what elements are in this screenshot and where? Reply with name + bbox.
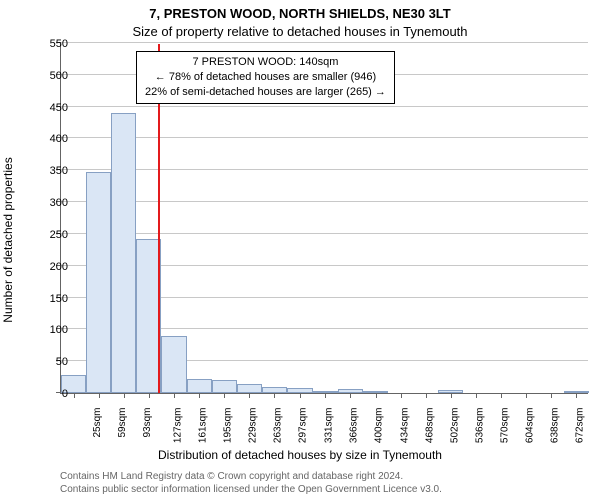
x-tick-mark <box>576 393 577 398</box>
x-tick-label: 25sqm <box>92 408 103 438</box>
gridline-h <box>61 233 588 234</box>
y-tick-label: 150 <box>38 293 68 305</box>
annotation-line1: 7 PRESTON WOOD: 140sqm <box>145 55 386 70</box>
x-tick-mark <box>224 393 225 398</box>
y-tick-label: 50 <box>38 356 68 368</box>
gridline-h <box>61 42 588 43</box>
x-tick-mark <box>476 393 477 398</box>
y-tick-label: 400 <box>38 133 68 145</box>
histogram-bar <box>212 380 237 393</box>
histogram-bar <box>187 379 212 393</box>
x-tick-mark <box>174 393 175 398</box>
histogram-bar <box>86 172 111 393</box>
gridline-h <box>61 201 588 202</box>
x-tick-label: 468sqm <box>424 408 435 444</box>
y-tick-label: 200 <box>38 261 68 273</box>
y-tick-label: 300 <box>38 197 68 209</box>
y-tick-label: 0 <box>38 388 68 400</box>
x-tick-label: 195sqm <box>223 408 234 444</box>
gridline-h <box>61 169 588 170</box>
x-tick-mark <box>300 393 301 398</box>
x-tick-label: 59sqm <box>117 408 128 438</box>
attribution-line1: Contains HM Land Registry data © Crown c… <box>60 470 442 483</box>
x-tick-label: 502sqm <box>449 408 460 444</box>
chart-title-address: 7, PRESTON WOOD, NORTH SHIELDS, NE30 3LT <box>0 6 600 21</box>
x-tick-mark <box>74 393 75 398</box>
x-tick-label: 93sqm <box>142 408 153 438</box>
x-tick-label: 127sqm <box>172 408 183 444</box>
x-tick-mark <box>350 393 351 398</box>
x-tick-label: 570sqm <box>500 408 511 444</box>
x-tick-mark <box>249 393 250 398</box>
x-tick-label: 604sqm <box>525 408 536 444</box>
x-tick-label: 297sqm <box>298 408 309 444</box>
gridline-h <box>61 137 588 138</box>
gridline-h <box>61 106 588 107</box>
y-tick-label: 500 <box>38 70 68 82</box>
x-tick-mark <box>526 393 527 398</box>
attribution-line2: Contains public sector information licen… <box>60 483 442 496</box>
y-tick-label: 350 <box>38 165 68 177</box>
attribution-text: Contains HM Land Registry data © Crown c… <box>60 470 442 496</box>
x-tick-mark <box>426 393 427 398</box>
x-tick-mark <box>401 393 402 398</box>
x-tick-mark <box>551 393 552 398</box>
x-tick-mark <box>99 393 100 398</box>
x-tick-label: 263sqm <box>273 408 284 444</box>
x-tick-label: 331sqm <box>323 408 334 444</box>
x-tick-label: 366sqm <box>349 408 360 444</box>
y-tick-label: 550 <box>38 38 68 50</box>
annotation-box: 7 PRESTON WOOD: 140sqm← 78% of detached … <box>136 51 395 104</box>
x-tick-label: 161sqm <box>198 408 209 444</box>
annotation-line3: 22% of semi-detached houses are larger (… <box>145 85 386 100</box>
histogram-bar <box>161 336 186 393</box>
x-tick-mark <box>199 393 200 398</box>
x-tick-mark <box>325 393 326 398</box>
x-tick-label: 536sqm <box>474 408 485 444</box>
x-tick-label: 434sqm <box>399 408 410 444</box>
histogram-plot-area: 7 PRESTON WOOD: 140sqm← 78% of detached … <box>60 44 588 394</box>
x-tick-label: 672sqm <box>575 408 586 444</box>
y-tick-label: 100 <box>38 324 68 336</box>
x-axis-label: Distribution of detached houses by size … <box>0 448 600 462</box>
x-tick-mark <box>501 393 502 398</box>
x-tick-mark <box>376 393 377 398</box>
x-tick-mark <box>451 393 452 398</box>
x-tick-label: 638sqm <box>550 408 561 444</box>
y-tick-label: 250 <box>38 229 68 241</box>
y-tick-label: 450 <box>38 102 68 114</box>
x-tick-mark <box>149 393 150 398</box>
histogram-bar <box>111 113 136 393</box>
x-tick-label: 400sqm <box>374 408 385 444</box>
histogram-bar <box>237 384 262 393</box>
annotation-line2: ← 78% of detached houses are smaller (94… <box>145 70 386 85</box>
x-tick-mark <box>124 393 125 398</box>
y-axis-label: Number of detached properties <box>1 157 15 322</box>
x-tick-label: 229sqm <box>248 408 259 444</box>
x-tick-mark <box>274 393 275 398</box>
chart-title-subtitle: Size of property relative to detached ho… <box>0 24 600 39</box>
